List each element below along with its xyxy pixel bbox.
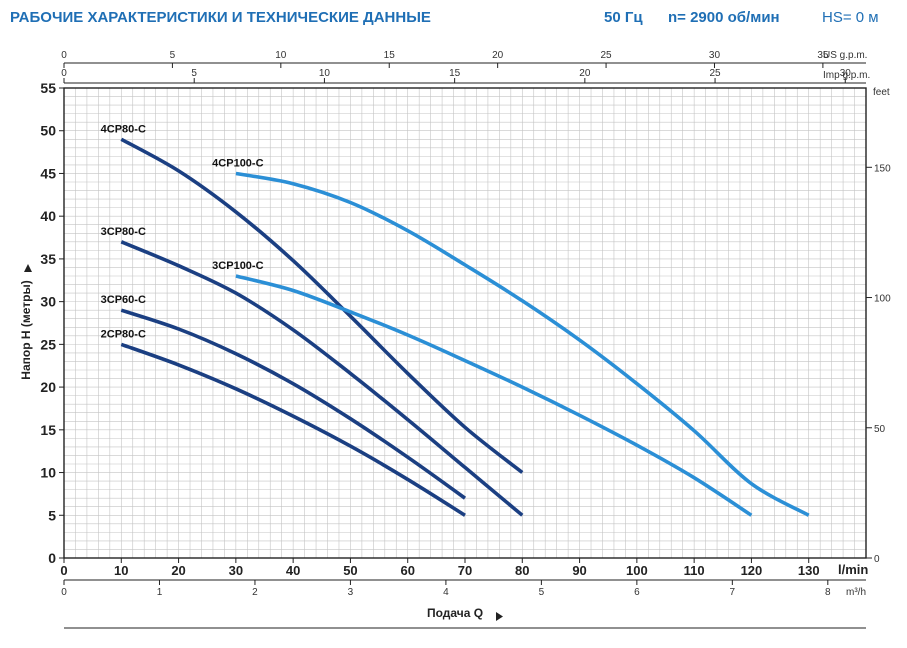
m3h-tick-label: 6 [634, 587, 640, 598]
y-tick-label: 30 [40, 294, 56, 310]
m3h-tick-label: 8 [825, 587, 831, 598]
y-tick-label: 50 [40, 123, 56, 139]
x-tick-label: 20 [171, 563, 185, 578]
curve-3cp100-c [235, 274, 753, 517]
imp-gpm-tick-label: 30 [840, 68, 852, 79]
x-tick-label: 10 [114, 563, 128, 578]
feet-tick-label: 100 [874, 294, 891, 305]
frequency-label: 50 Гц [604, 9, 643, 26]
series-label-3cp60-c: 3CP60-C [101, 294, 146, 306]
y-tick-label: 20 [40, 379, 56, 395]
right-axis-label: feet [873, 87, 890, 98]
curve-3cp60-c [120, 308, 467, 500]
y-tick-label: 55 [40, 80, 56, 96]
us-gpm-tick-label: 30 [709, 50, 721, 61]
us-gpm-tick-label: 0 [61, 50, 67, 61]
y-tick-label: 40 [40, 208, 56, 224]
imp-gpm-tick-label: 5 [191, 68, 197, 79]
top-us-label: US g.p.m. [823, 50, 867, 61]
x-tick-label: 130 [798, 563, 820, 578]
imp-gpm-tick-label: 0 [61, 68, 67, 79]
x-axis-arrow-icon [496, 612, 503, 621]
us-gpm-tick-label: 5 [170, 50, 176, 61]
chart-labels: 4CP80-C 3CP80-C 3CP60-C 2CP80-C 4CP100-C 3CP1… [101, 123, 264, 340]
y-tick-label: 25 [40, 336, 56, 352]
y-tick-label: 10 [40, 465, 56, 481]
x-tick-label: 30 [229, 563, 243, 578]
x-tick-label: 90 [572, 563, 586, 578]
curve-2cp80-c [120, 342, 466, 517]
x-tick-label: 60 [400, 563, 414, 578]
m3h-tick-label: 0 [61, 587, 67, 598]
x-unit-label: l/min [838, 562, 868, 577]
x-tick-label: 120 [741, 563, 763, 578]
x-tick-label: 80 [515, 563, 529, 578]
us-gpm-tick-label: 35 [817, 50, 829, 61]
m3h-tick-label: 1 [157, 587, 163, 598]
series-label-4cp80-c: 4CP80-C [101, 123, 146, 135]
us-gpm-tick-label: 15 [384, 50, 396, 61]
curve-4cp80-c [120, 137, 524, 474]
feet-tick-label: 0 [874, 554, 880, 565]
chart-grid [63, 87, 867, 559]
imp-gpm-tick-label: 10 [319, 68, 331, 79]
y-tick-label: 35 [40, 251, 56, 267]
imp-gpm-tick-label: 25 [709, 68, 721, 79]
y-tick-label: 5 [48, 507, 56, 523]
imp-gpm-tick-label: 15 [449, 68, 461, 79]
x-axis-label: Подача Q [427, 606, 483, 620]
curve-4cp100-c [235, 171, 810, 517]
series-label-3cp100-c: 3CP100-C [212, 260, 263, 272]
series-label-4cp100-c: 4CP100-C [212, 157, 263, 169]
bottom-m3h-label: m³/h [846, 587, 866, 598]
suction-height-label: HS= 0 м [822, 9, 879, 26]
m3h-tick-label: 7 [730, 587, 736, 598]
us-gpm-tick-label: 25 [601, 50, 613, 61]
y-axis-arrow-icon [24, 264, 32, 272]
top-imp-label: Imp g.p.m. [823, 70, 870, 81]
header: РАБОЧИЕ ХАРАКТЕРИСТИКИ И ТЕХНИЧЕСКИЕ ДАН… [0, 0, 907, 40]
y-axis-label: Напор H (метры) [19, 280, 33, 379]
feet-tick-label: 150 [874, 163, 891, 174]
x-tick-label: 100 [626, 563, 648, 578]
speed-label: n= 2900 об/мин [668, 9, 780, 26]
page-title: РАБОЧИЕ ХАРАКТЕРИСТИКИ И ТЕХНИЧЕСКИЕ ДАН… [10, 9, 431, 26]
curve-3cp80-c [120, 240, 524, 517]
chart-series [120, 137, 810, 517]
series-label-2cp80-c: 2CP80-C [101, 328, 146, 340]
series-label-3cp80-c: 3CP80-C [101, 226, 146, 238]
x-tick-label: 40 [286, 563, 300, 578]
feet-tick-label: 50 [874, 424, 886, 435]
m3h-tick-label: 3 [348, 587, 354, 598]
imp-gpm-tick-label: 20 [579, 68, 591, 79]
x-tick-label: 0 [60, 563, 67, 578]
y-tick-label: 45 [40, 165, 56, 181]
m3h-tick-label: 5 [539, 587, 545, 598]
x-tick-label: 110 [684, 563, 705, 578]
m3h-tick-label: 4 [443, 587, 449, 598]
y-tick-label: 15 [40, 422, 56, 438]
y-tick-label: 0 [48, 550, 56, 566]
m3h-tick-label: 2 [252, 587, 258, 598]
us-gpm-tick-label: 20 [492, 50, 504, 61]
us-gpm-tick-label: 10 [275, 50, 287, 61]
x-tick-label: 50 [343, 563, 357, 578]
x-tick-label: 70 [458, 563, 472, 578]
